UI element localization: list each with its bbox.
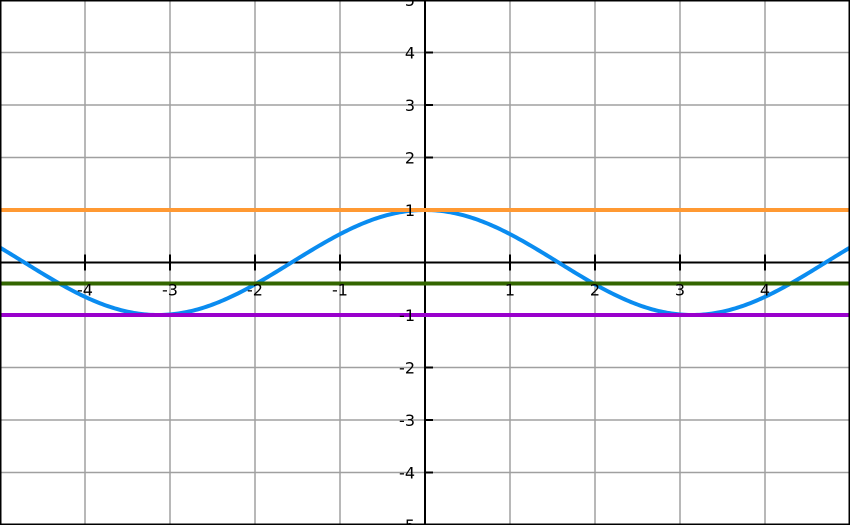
y-tick-label-top: 5 — [405, 0, 415, 10]
y-tick-label-bottom: -5 — [399, 516, 415, 525]
y-tick-label: 4 — [405, 44, 415, 63]
series-group — [0, 208, 850, 317]
y-tick-label: -1 — [399, 306, 415, 325]
tick-labels: -4 -3 -2 -1 1 2 3 4 -4 -3 -2 -1 1 2 3 4 5 -5 — [77, 0, 770, 525]
y-tick-label: 2 — [405, 149, 415, 168]
x-tick-label: -2 — [247, 281, 263, 300]
x-tick-label: -4 — [77, 281, 93, 300]
x-tick-label: 1 — [505, 281, 515, 300]
y-tick-label: -4 — [399, 464, 415, 483]
y-tick-label: 1 — [405, 201, 415, 220]
x-tick-label: 4 — [760, 281, 770, 300]
y-tick-label: -3 — [399, 411, 415, 430]
x-tick-label: -3 — [162, 281, 178, 300]
x-tick-label: 3 — [675, 281, 685, 300]
y-tick-label: -2 — [399, 359, 415, 378]
x-tick-label: -1 — [332, 281, 348, 300]
y-tick-label: 3 — [405, 96, 415, 115]
x-tick-label: 2 — [590, 281, 600, 300]
